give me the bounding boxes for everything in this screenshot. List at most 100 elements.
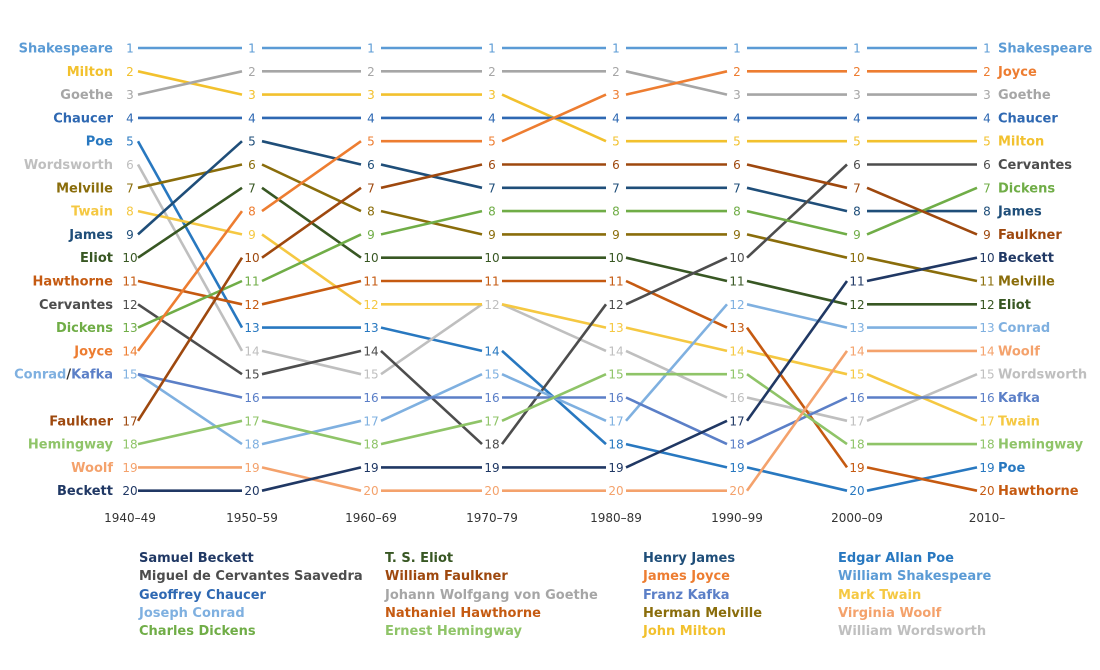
start-label-beckett: Beckett	[57, 484, 113, 499]
series-line-beckett-6	[866, 256, 978, 283]
rank-number-eliot-col1: 7	[248, 181, 256, 195]
rank-number-faulkner-col0: 17	[122, 414, 137, 428]
start-label-eliot: Eliot	[80, 251, 113, 266]
rank-number-hawthorne-col6: 19	[849, 461, 864, 475]
rank-number-goethe-col6: 3	[853, 88, 861, 102]
series-line-wordsworth-3	[501, 303, 607, 353]
legend-item-goethe: Johann Wolfgang von Goethe	[385, 587, 598, 603]
rank-number-melville-col2: 8	[367, 205, 375, 219]
rank-number-hawthorne-col3: 11	[484, 275, 499, 289]
series-line-conrad-5	[746, 303, 848, 329]
rank-number-woolf-col7: 14	[979, 344, 994, 358]
rank-number-hawthorne-col4: 11	[608, 275, 623, 289]
rank-number-hawthorne-col1: 12	[244, 298, 259, 312]
rank-number-joyce-col0: 14	[122, 344, 137, 358]
rank-number-melville-col5: 9	[733, 228, 741, 242]
series-line-james-1	[261, 139, 362, 166]
legend-item-joyce: James Joyce	[643, 569, 731, 585]
start-label-woolf: Woolf	[71, 461, 113, 476]
rank-number-eliot-col5: 11	[729, 275, 744, 289]
legend-item-beckett: Samuel Beckett	[139, 551, 254, 566]
rank-number-melville-col4: 9	[612, 228, 620, 242]
start-label-hemingway: Hemingway	[28, 438, 114, 453]
start-label-faulkner: Faulkner	[49, 414, 113, 429]
rank-number-kafka-col3: 16	[484, 391, 499, 405]
start-label-shakespeare: Shakespeare	[19, 42, 114, 57]
series-line-james-5	[746, 186, 848, 213]
series-line-hemingway-0	[137, 419, 243, 446]
series-line-hemingway-2	[380, 419, 483, 446]
rank-number-hawthorne-col7: 20	[979, 484, 994, 498]
series-line-joyce-3	[501, 93, 607, 143]
rank-number-hemingway-col4: 15	[608, 368, 623, 382]
rank-number-kafka-col4: 16	[608, 391, 623, 405]
series-line-melville-5	[746, 233, 848, 259]
series-line-dickens-1	[261, 233, 362, 283]
rank-number-joyce-col3: 5	[488, 135, 496, 149]
rank-number-faulkner-col2: 7	[367, 181, 375, 195]
rank-number-shakespeare-col4: 1	[612, 42, 620, 56]
series-line-faulkner-0	[136, 257, 244, 422]
series-line-poe-4	[625, 442, 728, 469]
series-line-conrad-0	[137, 373, 243, 446]
start-label-james: James	[68, 228, 113, 243]
start-label-chaucer: Chaucer	[53, 111, 113, 126]
rank-number-james-col0: 9	[126, 228, 134, 242]
rank-number-faulkner-col7: 9	[983, 228, 991, 242]
rank-number-wordsworth-col5: 16	[729, 391, 744, 405]
rank-number-milton-col6: 5	[853, 135, 861, 149]
period-label-1: 1950–59	[226, 511, 278, 525]
rank-number-woolf-col5: 20	[729, 484, 744, 498]
rank-number-wordsworth-col3: 12	[484, 298, 499, 312]
series-line-poe-0	[136, 140, 244, 329]
series-line-kafka-0	[137, 372, 243, 399]
rank-number-woolf-col1: 19	[244, 461, 259, 475]
legend: Samuel Beckett Miguel de Cervantes Saaved…	[0, 550, 1100, 660]
end-label-beckett: Beckett	[998, 251, 1054, 266]
rank-number-chaucer-col6: 4	[853, 111, 861, 125]
series-line-cervantes-5	[746, 163, 848, 259]
rank-number-woolf-col3: 20	[484, 484, 499, 498]
rank-number-cervantes-col4: 12	[608, 298, 623, 312]
rank-number-poe-col4: 18	[608, 438, 623, 452]
rank-number-conrad-col3: 15	[484, 368, 499, 382]
legend-item-cervantes: Miguel de Cervantes Saavedra	[139, 569, 363, 585]
start-label-dickens: Dickens	[56, 321, 113, 336]
rank-number-hemingway-col3: 17	[484, 414, 499, 428]
legend-item-eliot: T. S. Eliot	[385, 551, 454, 566]
rank-number-melville-col0: 7	[126, 181, 134, 195]
legend-column-3: Edgar Allan Poe William Shakespeare Mark T…	[838, 550, 991, 641]
rank-number-goethe-col2: 2	[367, 65, 375, 79]
rank-number-shakespeare-col7: 1	[983, 42, 991, 56]
rank-number-chaucer-col5: 4	[733, 111, 741, 125]
series-line-hawthorne-4	[625, 279, 728, 329]
rank-number-kafka-col2: 16	[363, 391, 378, 405]
rank-number-poe-col0: 5	[126, 135, 134, 149]
legend-item-faulkner: William Faulkner	[385, 569, 508, 585]
end-label-melville: Melville	[998, 275, 1055, 290]
series-line-beckett-4	[625, 419, 728, 469]
series-line-dickens-2	[380, 209, 483, 236]
end-label-poe: Poe	[998, 461, 1025, 476]
rank-number-melville-col7: 11	[979, 275, 994, 289]
rank-number-beckett-col0: 20	[122, 484, 137, 498]
rank-number-shakespeare-col5: 1	[733, 42, 741, 56]
rank-chart: 1234567891011121314151718192013241314695…	[14, 42, 1092, 526]
series-line-beckett-1	[261, 466, 362, 492]
rank-number-woolf-col2: 20	[363, 484, 378, 498]
rank-number-kafka-col6: 16	[849, 391, 864, 405]
rank-number-twain-col2: 12	[363, 298, 378, 312]
rank-number-dickens-col5: 8	[733, 205, 741, 219]
rank-number-wordsworth-col2: 15	[363, 368, 378, 382]
rank-number-conrad-col6: 13	[849, 321, 864, 335]
rank-number-faulkner-col1: 10	[244, 251, 259, 265]
rank-number-milton-col5: 5	[733, 135, 741, 149]
rank-number-cervantes-col3: 18	[484, 438, 499, 452]
rank-number-joyce-col6: 2	[853, 65, 861, 79]
start-label-milton: Milton	[67, 65, 113, 80]
series-line-faulkner-6	[866, 186, 978, 236]
end-label-faulkner: Faulkner	[998, 228, 1062, 243]
series-line-dickens-5	[746, 209, 848, 236]
rank-number-joyce-col7: 2	[983, 65, 991, 79]
rank-number-cervantes-col6: 6	[853, 158, 861, 172]
